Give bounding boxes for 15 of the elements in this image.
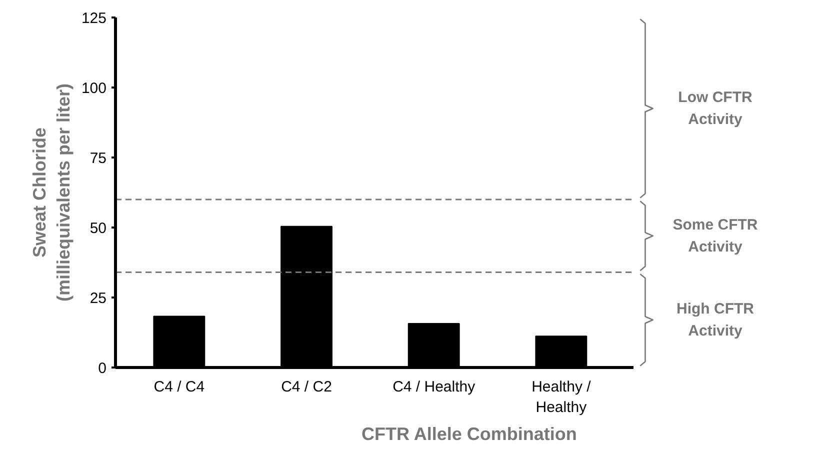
text: High CFTR Activity [676,300,754,340]
y-tick-label: 0 [98,360,106,377]
y-tick-label: 25 [90,290,107,307]
y-tick-label: 125 [81,10,107,27]
x-tick-label: C4 / Healthy [392,378,476,396]
x-tick-label: C4 / C2 [281,378,332,396]
y-tick-label: 100 [81,80,107,97]
y-tick-label: 75 [90,150,107,167]
text: Some CFTR Activity [672,216,758,256]
y-tick-label: 50 [90,220,107,237]
y-axis-title: Sweat Chloride (milliequivalents per liter) [29,83,74,302]
text: Low CFTR Activity [678,88,753,128]
x-tick-label: Healthy / Healthy [532,378,592,416]
x-tick-label: C4 / C4 [154,378,205,396]
x-axis-title: CFTR Allele Combination [362,424,577,444]
